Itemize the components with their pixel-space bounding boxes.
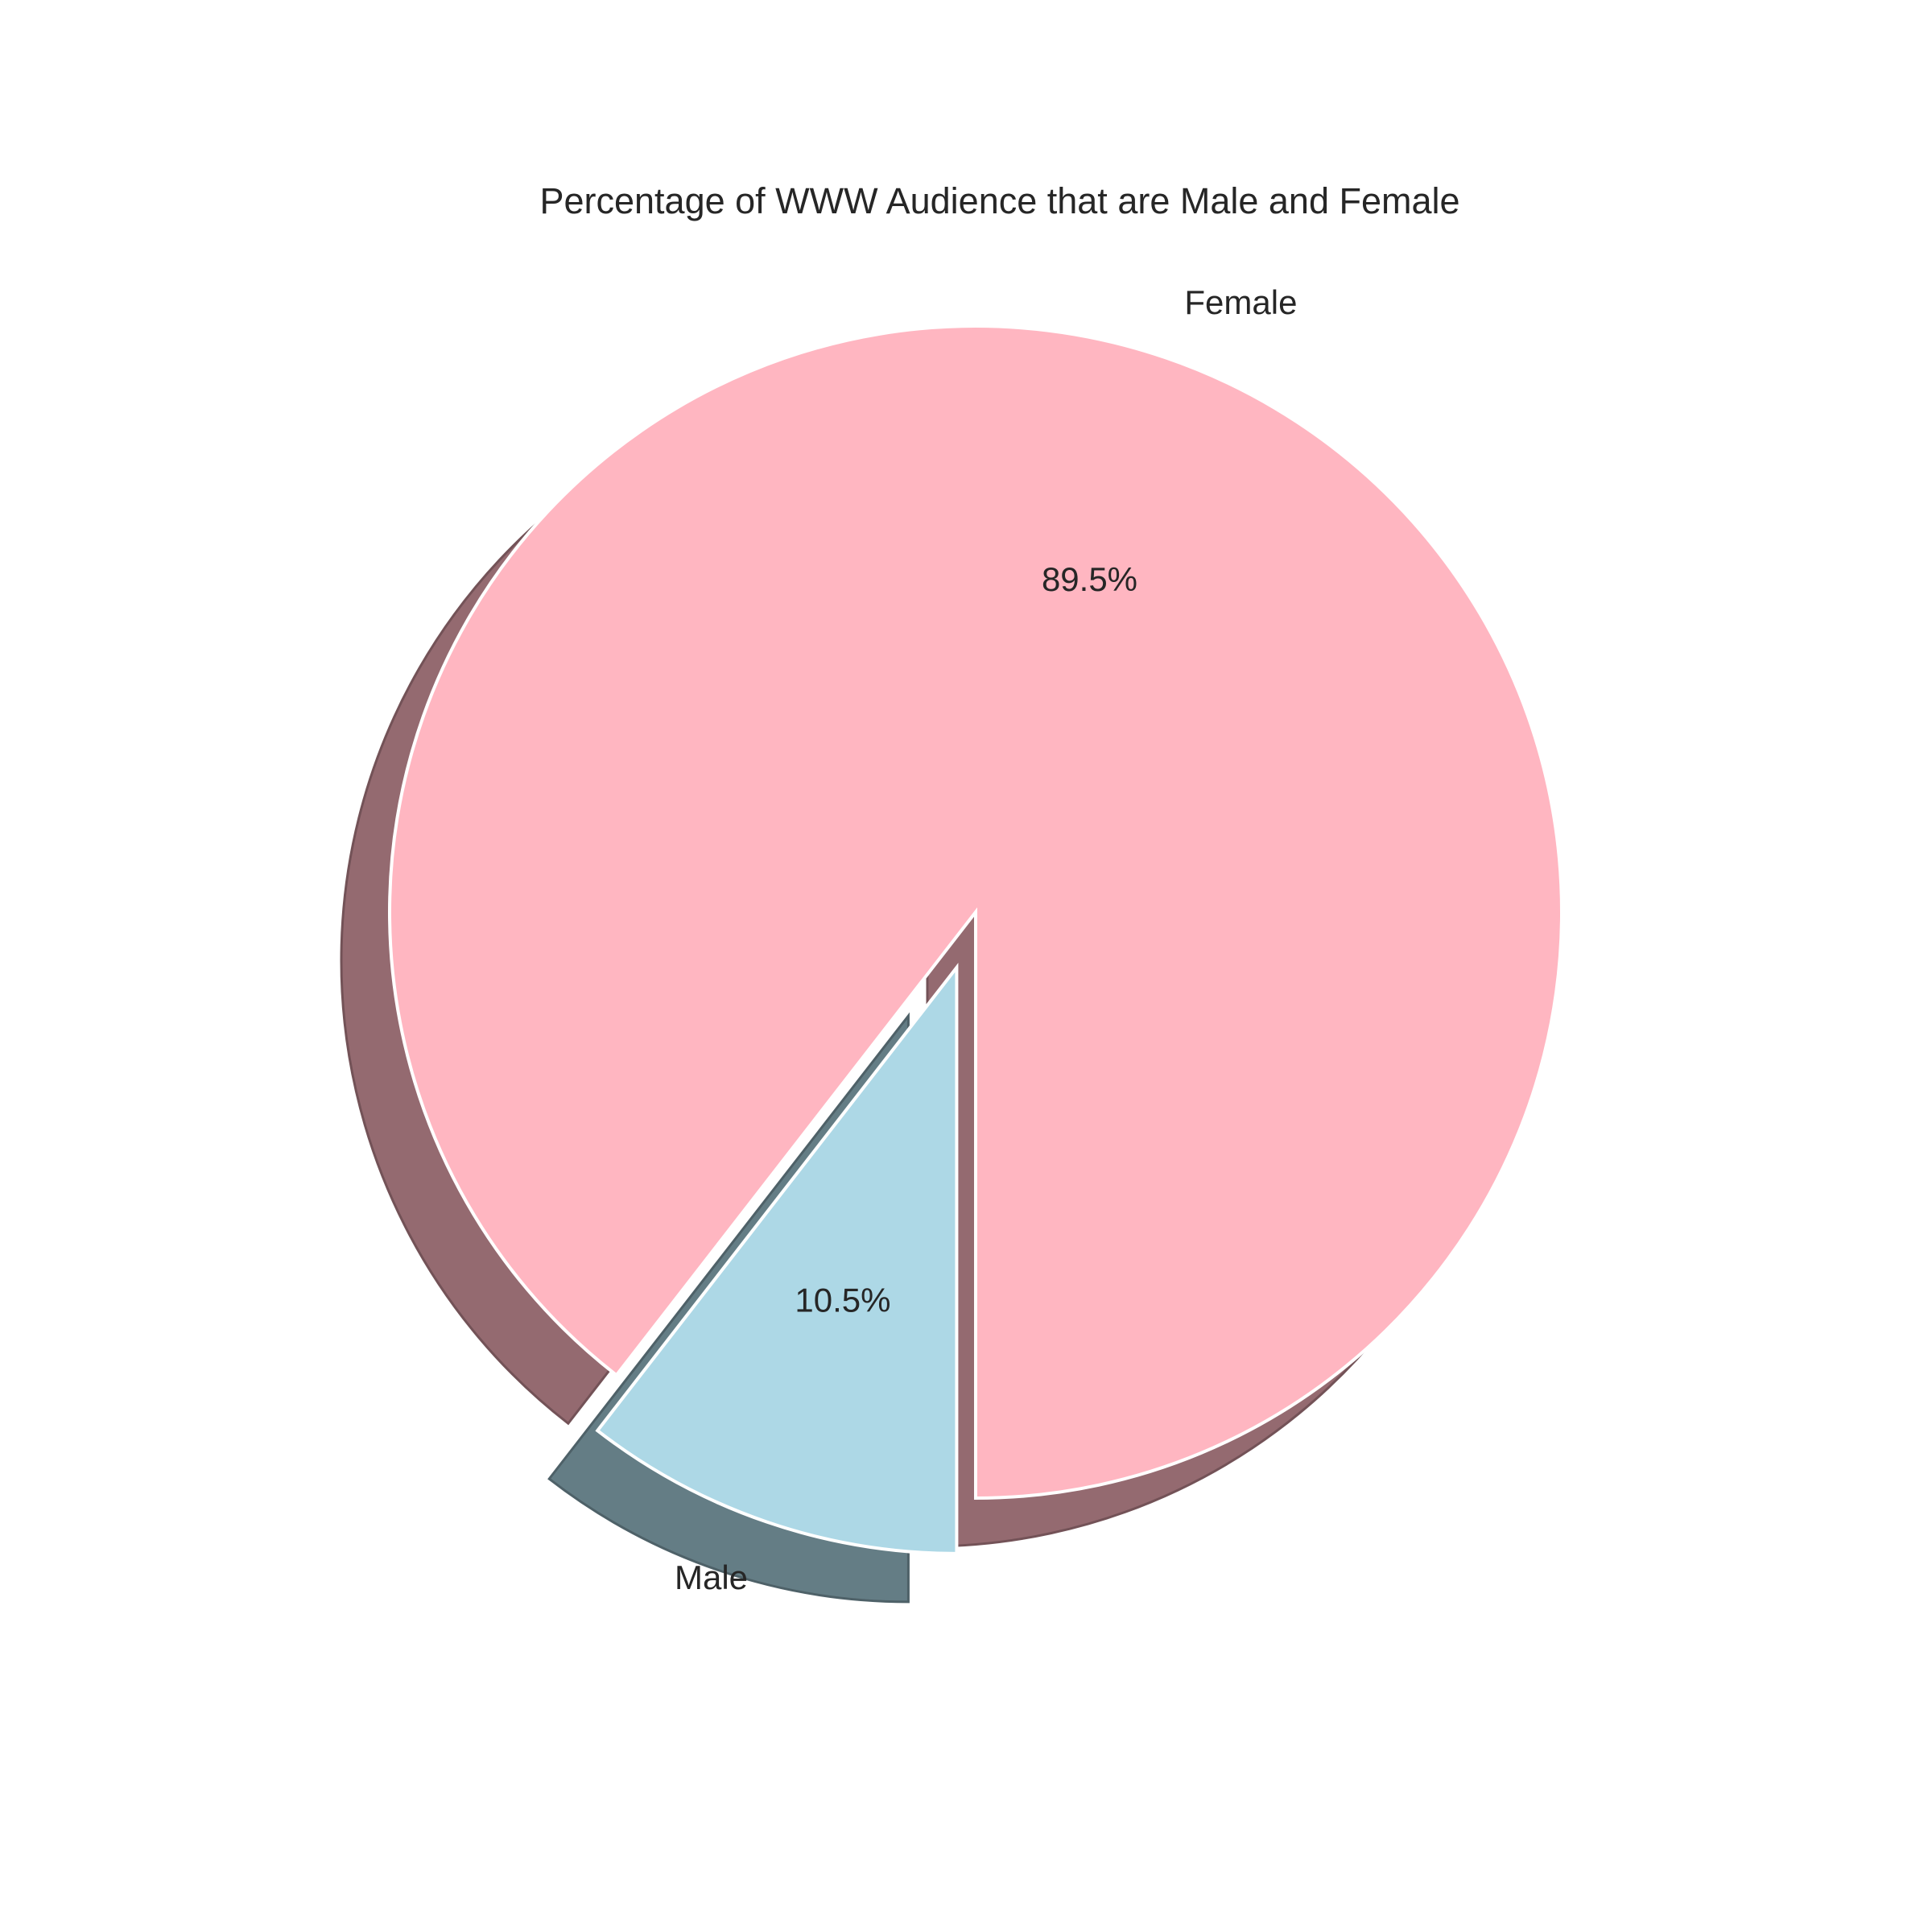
slice-label-male: Male	[675, 1558, 748, 1596]
slice-female	[388, 324, 1563, 1501]
pct-label-male: 10.5%	[795, 1282, 890, 1319]
pct-label-female: 89.5%	[1042, 560, 1137, 598]
slice-label-female: Female	[1184, 283, 1297, 321]
slice-layer	[388, 324, 1563, 1555]
label-layer: Female 89.5% Male 10.5%	[675, 283, 1297, 1596]
chart-title: Percentage of WWW Audience that are Male…	[539, 180, 1459, 221]
slice-male	[595, 963, 959, 1555]
